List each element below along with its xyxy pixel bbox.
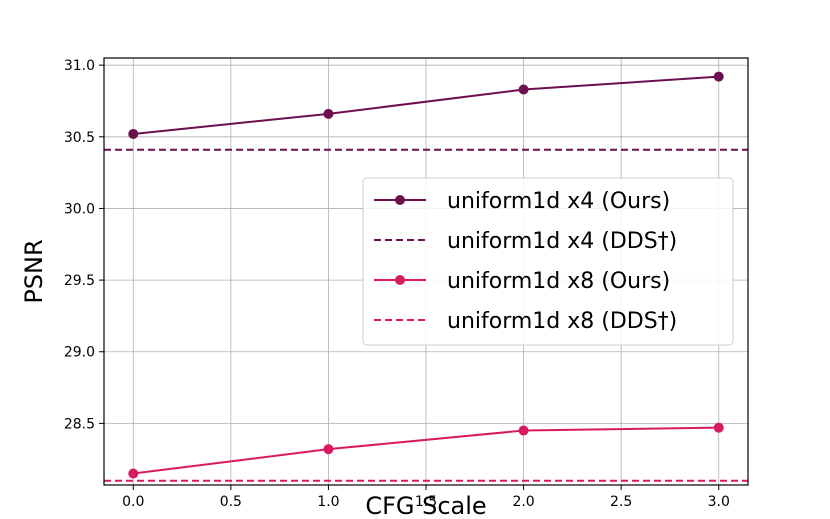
series-2-point xyxy=(713,422,724,433)
series-layer xyxy=(104,71,748,482)
x-tick-label: 0.0 xyxy=(122,494,144,510)
y-tick-label: 30.0 xyxy=(64,201,95,217)
series-2-point xyxy=(128,468,139,479)
plot-frame xyxy=(103,57,749,486)
legend-box xyxy=(362,177,734,346)
x-tick-label: 2.5 xyxy=(610,494,632,510)
legend-entry-label: uniform1d x8 (Ours) xyxy=(447,269,670,294)
legend-swatch-marker xyxy=(395,275,405,285)
x-tick-label: 1.5 xyxy=(415,494,437,510)
series-2-line xyxy=(133,426,719,475)
axis-ticks: 0.0 0.5 1.0 1.5 2.0 2.5 3.0 28.5 29.0 29.5 30.0 30.… xyxy=(64,58,730,510)
series-0-line xyxy=(133,75,719,135)
legend: uniform1d x4 (Ours) uniform1d x4 (DDS†) un… xyxy=(362,177,734,346)
y-tick-label: 30.5 xyxy=(64,130,95,146)
series-2-point xyxy=(323,444,334,455)
x-tick-label: 2.0 xyxy=(512,494,534,510)
legend-entry-label: uniform1d x8 (DDS†) xyxy=(447,309,677,334)
x-tick-label: 0.5 xyxy=(220,494,242,510)
legend-entry-label: uniform1d x4 (DDS†) xyxy=(447,229,677,254)
series-0-point xyxy=(713,71,724,82)
series-0-point xyxy=(128,128,139,139)
x-tick-label: 3.0 xyxy=(708,494,730,510)
x-tick-label: 1.0 xyxy=(317,494,339,510)
y-axis-title: PSNR xyxy=(20,239,48,303)
legend-swatch-marker xyxy=(395,195,405,205)
y-tick-label: 29.5 xyxy=(64,273,95,289)
legend-entry-label: uniform1d x4 (Ours) xyxy=(447,189,670,214)
series-0-point xyxy=(518,84,529,95)
y-tick-label: 31.0 xyxy=(64,58,95,74)
series-0-point xyxy=(323,108,334,119)
y-tick-label: 29.0 xyxy=(64,345,95,361)
y-tick-label: 28.5 xyxy=(64,416,95,432)
series-2-point xyxy=(518,425,529,436)
x-axis-title: CFG Scale xyxy=(365,492,486,519)
